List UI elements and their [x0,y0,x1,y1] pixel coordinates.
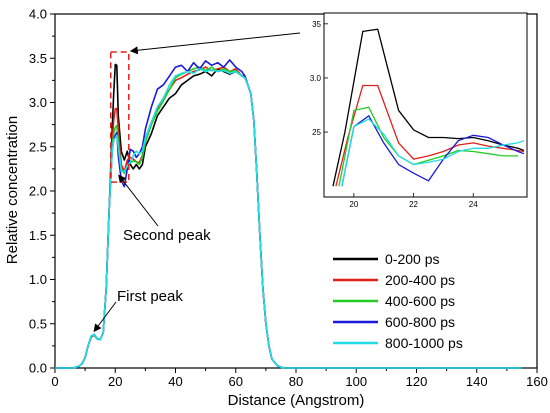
x-tick-label: 80 [289,374,303,389]
legend-label: 800-1000 ps [385,335,463,351]
first-peak-label: First peak [117,288,183,305]
x-tick-label: 60 [229,374,243,389]
legend-label: 200-400 ps [385,272,455,288]
inset-frame [323,12,528,198]
x-tick-label: 20 [108,374,122,389]
main-plot-area: 0 20 40 60 80 100 120 140 160 0.0 0.5 1.0 1.5 2.0 2.5 3… [29,7,548,390]
first-peak-arrow [93,301,117,333]
x-tick-label: 120 [406,374,428,389]
inset-x-tick-label: 24 [469,200,478,209]
zoom-arrow [129,32,301,55]
x-tick-label: 0 [51,374,58,389]
y-tick-label: 4.0 [29,7,47,22]
x-tick-label: 140 [466,374,488,389]
y-tick-label: 3.0 [29,95,47,110]
x-tick-label: 100 [345,374,367,389]
x-tick-label: 160 [526,374,548,389]
y-tick-label: 3.5 [29,51,47,66]
legend-label: 400-600 ps [385,293,455,309]
x-tick-label: 40 [168,374,182,389]
legend-label: 0-200 ps [385,251,439,267]
legend: 0-200 ps 200-400 ps 400-600 ps 600-800 ps 80… [333,251,463,351]
x-axis-label: Distance (Angstrom) [228,392,365,409]
second-peak-label: Second peak [123,227,211,244]
inset-x-tick-label: 20 [349,200,358,209]
y-tick-label: 2.0 [29,184,47,199]
inset-series-line [335,84,525,187]
inset-x-tick-label: 22 [409,200,418,209]
second-peak-arrow [118,174,159,227]
y-tick-label: 2.5 [29,139,47,154]
y-axis-label: Relative concentration [4,116,21,264]
y-tick-label: 0.0 [29,361,47,376]
legend-label: 600-800 ps [385,314,455,330]
inset-y-tick-label: 3.0 [310,74,322,83]
inset-series-line [341,114,525,187]
series-line [55,68,522,369]
inset-y-tick-label: 25 [312,128,321,137]
y-tick-label: 0.5 [29,316,47,331]
inset-series-line [338,106,518,187]
y-tick-label: 1.5 [29,228,47,243]
highlight-box [109,51,130,183]
y-tick-label: 1.0 [29,272,47,287]
inset-plot-area: 20 22 24 25 3.0 35 [310,12,528,209]
inset-y-tick-label: 35 [312,20,321,29]
inset-series-line [341,118,525,187]
